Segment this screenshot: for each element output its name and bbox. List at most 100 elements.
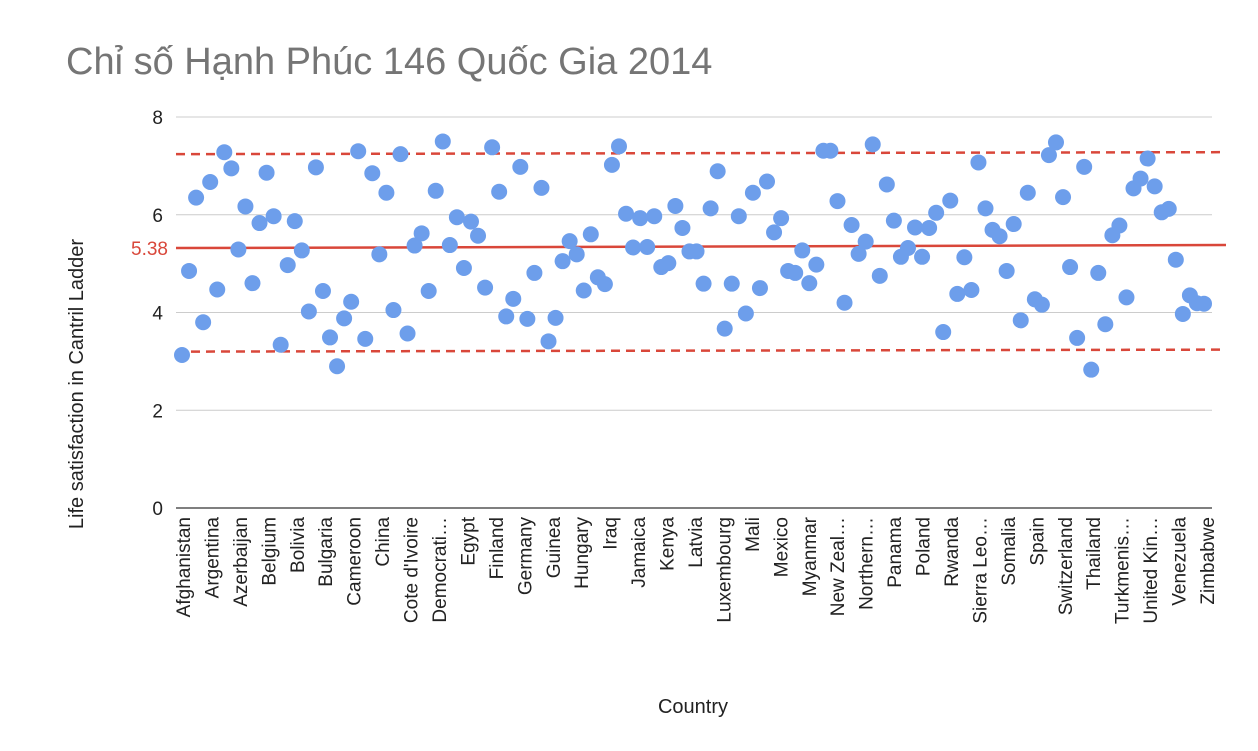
y-tick-label: 4	[152, 304, 163, 325]
data-point	[244, 275, 261, 292]
x-tick-label: Egypt	[458, 516, 479, 565]
data-point	[885, 212, 902, 229]
data-point	[1139, 150, 1156, 167]
data-point	[596, 276, 613, 293]
data-point	[265, 208, 282, 225]
data-point	[921, 219, 938, 236]
x-tick-label: Venezuela	[1170, 517, 1191, 606]
data-point	[540, 333, 557, 350]
data-point	[794, 242, 811, 259]
data-point	[674, 219, 691, 236]
x-tick-label: China	[373, 517, 394, 567]
data-point	[766, 224, 783, 241]
x-tick-label: Cote d'Ivoire	[402, 517, 423, 623]
data-point	[258, 164, 275, 181]
x-tick-label: Poland	[914, 517, 935, 576]
data-point	[829, 193, 846, 210]
data-point	[181, 262, 198, 279]
data-point	[364, 165, 381, 182]
data-point	[272, 336, 289, 353]
y-tick-label: 6	[152, 206, 163, 227]
data-point	[484, 139, 501, 156]
data-point	[371, 246, 388, 263]
data-point	[350, 143, 367, 160]
y-axis-title: Life satisfaction in Cantril Ladder	[66, 239, 88, 529]
x-tick-label: Jamaica	[629, 517, 650, 588]
x-tick-label: Bulgaria	[316, 517, 337, 587]
data-point	[519, 310, 536, 327]
data-point	[216, 144, 233, 161]
data-point	[399, 325, 416, 342]
x-tick-label: Guinea	[544, 517, 565, 579]
data-point	[505, 290, 522, 307]
data-point	[942, 192, 959, 209]
data-point	[413, 225, 430, 242]
data-point	[336, 310, 353, 327]
x-tick-label: Rwanda	[942, 517, 963, 587]
data-point	[1012, 312, 1029, 329]
x-tick-label: Germany	[515, 517, 536, 596]
data-point	[808, 256, 825, 273]
data-point	[1076, 158, 1093, 175]
data-point	[575, 282, 592, 299]
data-point	[357, 330, 374, 347]
lower-reference-line	[175, 348, 1227, 353]
x-tick-label: Myanmar	[800, 516, 821, 596]
x-tick-label: Luxembourg	[714, 517, 735, 623]
data-point	[251, 215, 268, 232]
data-point	[850, 245, 867, 262]
x-axis-title: Country	[658, 696, 728, 718]
x-tick-label: Sierra Leo…	[970, 517, 991, 624]
data-point	[582, 226, 599, 243]
data-point	[314, 282, 331, 299]
data-point	[455, 260, 472, 277]
x-tick-label: Latvia	[686, 517, 707, 568]
data-point	[526, 264, 543, 281]
data-point	[202, 174, 219, 191]
x-tick-label: Hungary	[572, 517, 593, 589]
data-point	[1132, 170, 1149, 187]
data-point	[744, 184, 761, 201]
data-point	[878, 176, 895, 193]
data-point	[907, 219, 924, 236]
data-point	[343, 293, 360, 310]
data-point	[1047, 134, 1064, 151]
data-point	[300, 303, 317, 320]
data-point	[730, 208, 747, 225]
data-point	[1146, 178, 1163, 195]
data-point	[737, 305, 754, 322]
x-tick-label: New Zeal…	[828, 517, 849, 616]
data-point	[434, 133, 451, 150]
x-tick-label: Somalia	[999, 517, 1020, 586]
data-points	[174, 133, 1212, 378]
x-tick-label: Afghanistan	[174, 517, 195, 617]
data-point	[603, 156, 620, 173]
data-point	[963, 282, 980, 299]
data-point	[787, 264, 804, 281]
x-tick-label: Northern…	[857, 517, 878, 610]
data-point	[702, 200, 719, 217]
data-point	[857, 233, 874, 250]
x-tick-label: Turkmenis…	[1113, 517, 1134, 624]
data-point	[836, 294, 853, 311]
data-point	[646, 208, 663, 225]
data-point	[1062, 259, 1079, 276]
data-point	[1118, 289, 1135, 306]
x-tick-label: Democrati…	[430, 517, 451, 623]
data-point	[991, 228, 1008, 245]
data-point	[209, 281, 226, 298]
data-point	[688, 243, 705, 260]
x-tick-label: Mali	[743, 517, 764, 552]
data-point	[935, 324, 952, 341]
data-point	[392, 146, 409, 163]
x-tick-label: Kenya	[658, 517, 679, 571]
data-point	[406, 237, 423, 254]
x-tick-label: Belgium	[259, 517, 280, 586]
x-tick-label: Azerbaijan	[231, 517, 252, 607]
x-axis-tick-labels: Afghanistan Argentina Azerbaijan Belgium Bol…	[174, 516, 1219, 624]
data-point	[667, 197, 684, 214]
y-tick-label: 8	[152, 108, 163, 129]
data-point	[914, 248, 931, 265]
data-point	[477, 279, 494, 296]
data-point	[709, 163, 726, 180]
